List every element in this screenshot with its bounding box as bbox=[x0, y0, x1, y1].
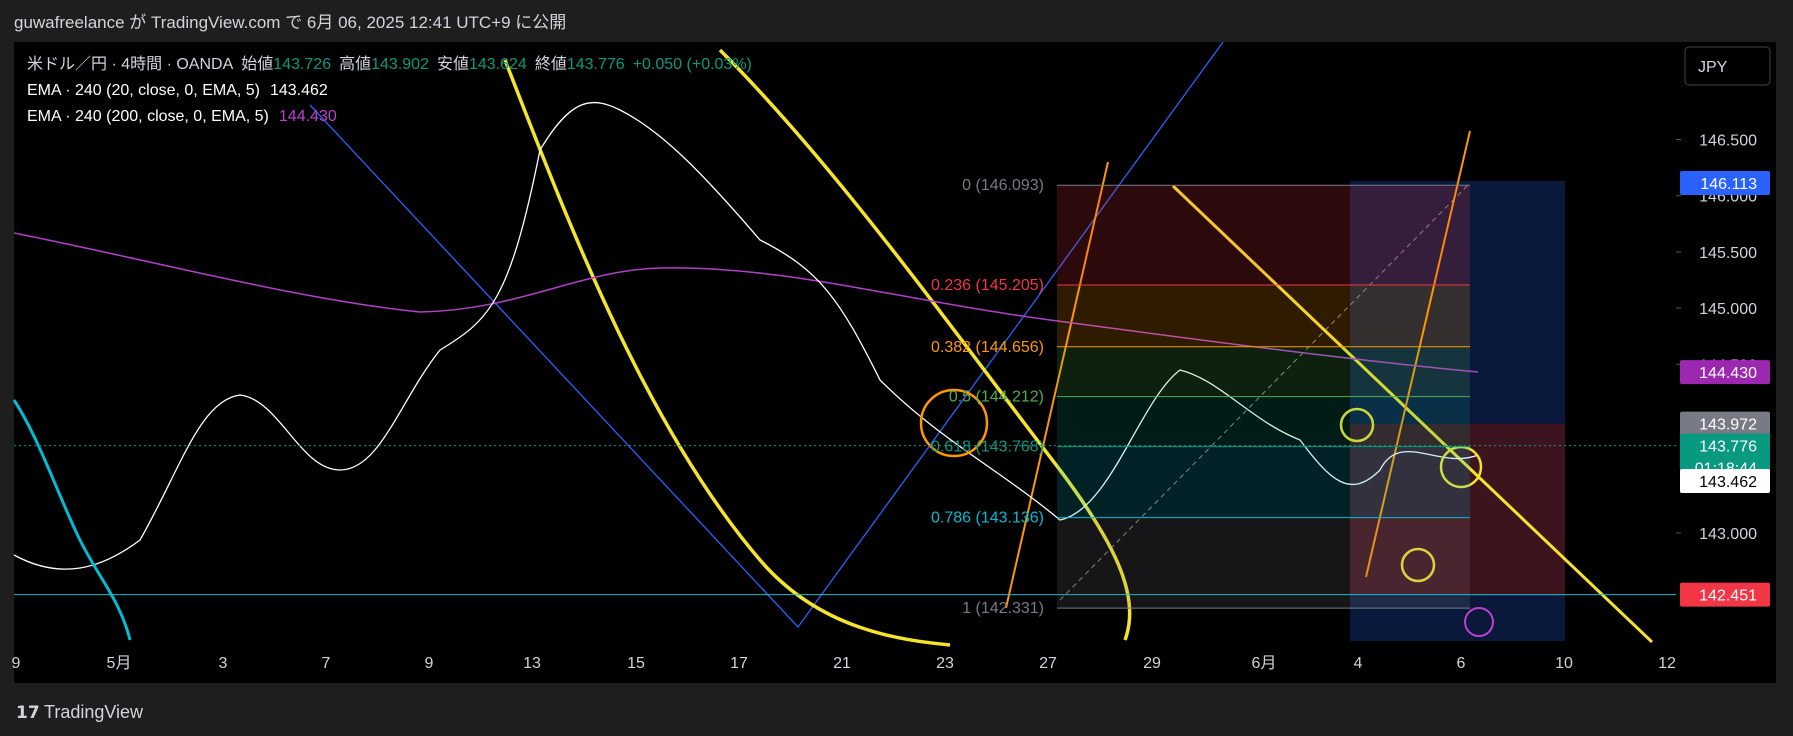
fib-band bbox=[1057, 446, 1470, 518]
date-tick-label: 15 bbox=[627, 655, 645, 672]
price-badge-label: 143.972 bbox=[1699, 417, 1757, 434]
channel-yellow bbox=[503, 59, 951, 647]
fib-label: 0.5 (144.212) bbox=[949, 389, 1044, 406]
trendline-yellow bbox=[1171, 184, 1654, 644]
fib-label: 0 (146.093) bbox=[962, 177, 1044, 194]
date-tick-label: 12 bbox=[1658, 655, 1676, 672]
price-tick-label: 145.500 bbox=[1699, 245, 1757, 262]
price-lines bbox=[14, 445, 1676, 596]
legend-row: 米ドル／円 · 4時間 · OANDA 始値143.726 高値143.902 安値1… bbox=[27, 55, 752, 73]
indicator-name: EMA · 240 (200, close, 0, EMA, 5) bbox=[27, 108, 269, 125]
fib-band bbox=[1057, 517, 1470, 609]
date-tick-label: 23 bbox=[936, 655, 954, 672]
trend-dashed bbox=[1059, 182, 1471, 601]
date-tick-label: 9 bbox=[12, 655, 21, 672]
position-box-loss bbox=[1350, 424, 1565, 594]
ohlc-label: 安値 bbox=[437, 55, 469, 73]
fib-band bbox=[1057, 185, 1470, 286]
price-badge-label: 142.451 bbox=[1699, 588, 1757, 605]
change: +0.050 (+0.03%) bbox=[633, 56, 752, 73]
price-badge-label: 143.462 bbox=[1699, 474, 1757, 491]
indicator-row: EMA · 240 (20, close, 0, EMA, 5) 143.462 bbox=[27, 82, 328, 99]
legend: 米ドル／円 · 4時間 · OANDA 始値143.726 高値143.902 安値1… bbox=[27, 55, 752, 125]
band-cyan bbox=[12, 399, 132, 641]
ema-20 bbox=[13, 102, 1479, 570]
brand-logo: 𝟭𝟳 bbox=[16, 703, 40, 722]
price-badge bbox=[1680, 582, 1770, 607]
channel-yellow bbox=[718, 48, 1132, 641]
fib-label: 0.618 (143.768) bbox=[931, 439, 1044, 456]
fib-label: 0.236 (145.205) bbox=[931, 277, 1044, 294]
fibonacci: 0 (146.093) 0.236 (145.205) 0.382 (144.656… bbox=[931, 177, 1470, 617]
date-tick-label: 13 bbox=[523, 655, 541, 672]
ohlc-label: 終値 bbox=[535, 55, 567, 73]
marker-circle bbox=[1400, 547, 1436, 583]
ohlc-value: 143.902 bbox=[371, 56, 429, 73]
indicator-value: 144.430 bbox=[279, 108, 337, 125]
footer: 𝟭𝟳 TradingView bbox=[16, 702, 144, 722]
indicator-row: EMA · 240 (200, close, 0, EMA, 5) 144.430 bbox=[27, 108, 337, 125]
date-tick-label: 17 bbox=[730, 655, 748, 672]
drawings bbox=[12, 41, 1654, 647]
ohlc-label: 始値 bbox=[241, 55, 273, 73]
currency-button[interactable] bbox=[1684, 46, 1771, 86]
price-badge-label: 146.113 bbox=[1700, 176, 1757, 193]
line-orange bbox=[1005, 161, 1109, 609]
fib-band bbox=[1057, 396, 1470, 447]
ohlc-value: 143.776 bbox=[567, 56, 625, 73]
brand-name: TradingView bbox=[44, 702, 144, 722]
date-tick-label: 6 bbox=[1457, 655, 1466, 672]
date-tick-label: 5月 bbox=[107, 655, 132, 672]
indicator-name: EMA · 240 (20, close, 0, EMA, 5) bbox=[27, 82, 260, 99]
channel-blue bbox=[309, 41, 1224, 629]
fib-band bbox=[1057, 346, 1470, 397]
price-badge-label: 144.430 bbox=[1699, 365, 1757, 382]
price-badge bbox=[1680, 433, 1770, 480]
price-tick-label: 146.500 bbox=[1699, 133, 1757, 150]
price-badge bbox=[1680, 170, 1770, 195]
ohlc-label: 高値 bbox=[339, 55, 371, 73]
date-tick-label: 10 bbox=[1555, 655, 1573, 672]
marker-circle bbox=[919, 388, 989, 458]
date-tick-label: 27 bbox=[1039, 655, 1057, 672]
date-tick-label: 6月 bbox=[1252, 655, 1277, 672]
price-badge bbox=[1680, 468, 1770, 493]
price-tick-label: 143.000 bbox=[1699, 526, 1757, 543]
price-badge bbox=[1680, 360, 1770, 385]
date-tick-label: 4 bbox=[1354, 655, 1363, 672]
fib-band bbox=[1057, 285, 1470, 347]
date-tick-label: 3 bbox=[219, 655, 228, 672]
fib-label: 1 (142.331) bbox=[962, 600, 1044, 617]
fib-label: 0.382 (144.656) bbox=[931, 339, 1044, 356]
price-axis: 146.500146.000145.500145.000144.500143.0… bbox=[1676, 133, 1770, 607]
ohlc-value: 143.624 bbox=[469, 56, 527, 73]
price-badge-label: 143.776 bbox=[1699, 439, 1757, 456]
symbol: 米ドル／円 · 4時間 · OANDA bbox=[27, 55, 234, 73]
line-orange bbox=[1365, 130, 1471, 578]
date-tick-label: 7 bbox=[322, 655, 331, 672]
ohlc-value: 143.726 bbox=[273, 56, 331, 73]
indicator-value: 143.462 bbox=[270, 82, 328, 99]
header-title: guwafreelance が TradingView.com で 6月 06,… bbox=[14, 13, 566, 32]
ema-200 bbox=[13, 232, 1479, 373]
currency-label: JPY bbox=[1698, 59, 1728, 76]
date-tick-label: 21 bbox=[833, 655, 851, 672]
fib-label: 0.786 (143.136) bbox=[931, 510, 1044, 527]
marker-circle bbox=[1339, 407, 1375, 443]
date-tick-label: 29 bbox=[1143, 655, 1161, 672]
price-badge bbox=[1680, 411, 1770, 436]
date-axis: 9 5月 3 7 9 13 15 17 21 23 27 29 6月 4 6 10 12 bbox=[12, 655, 1676, 672]
date-tick-label: 9 bbox=[425, 655, 434, 672]
price-tick-label: 145.000 bbox=[1699, 301, 1757, 318]
alert-icon bbox=[1464, 607, 1494, 637]
